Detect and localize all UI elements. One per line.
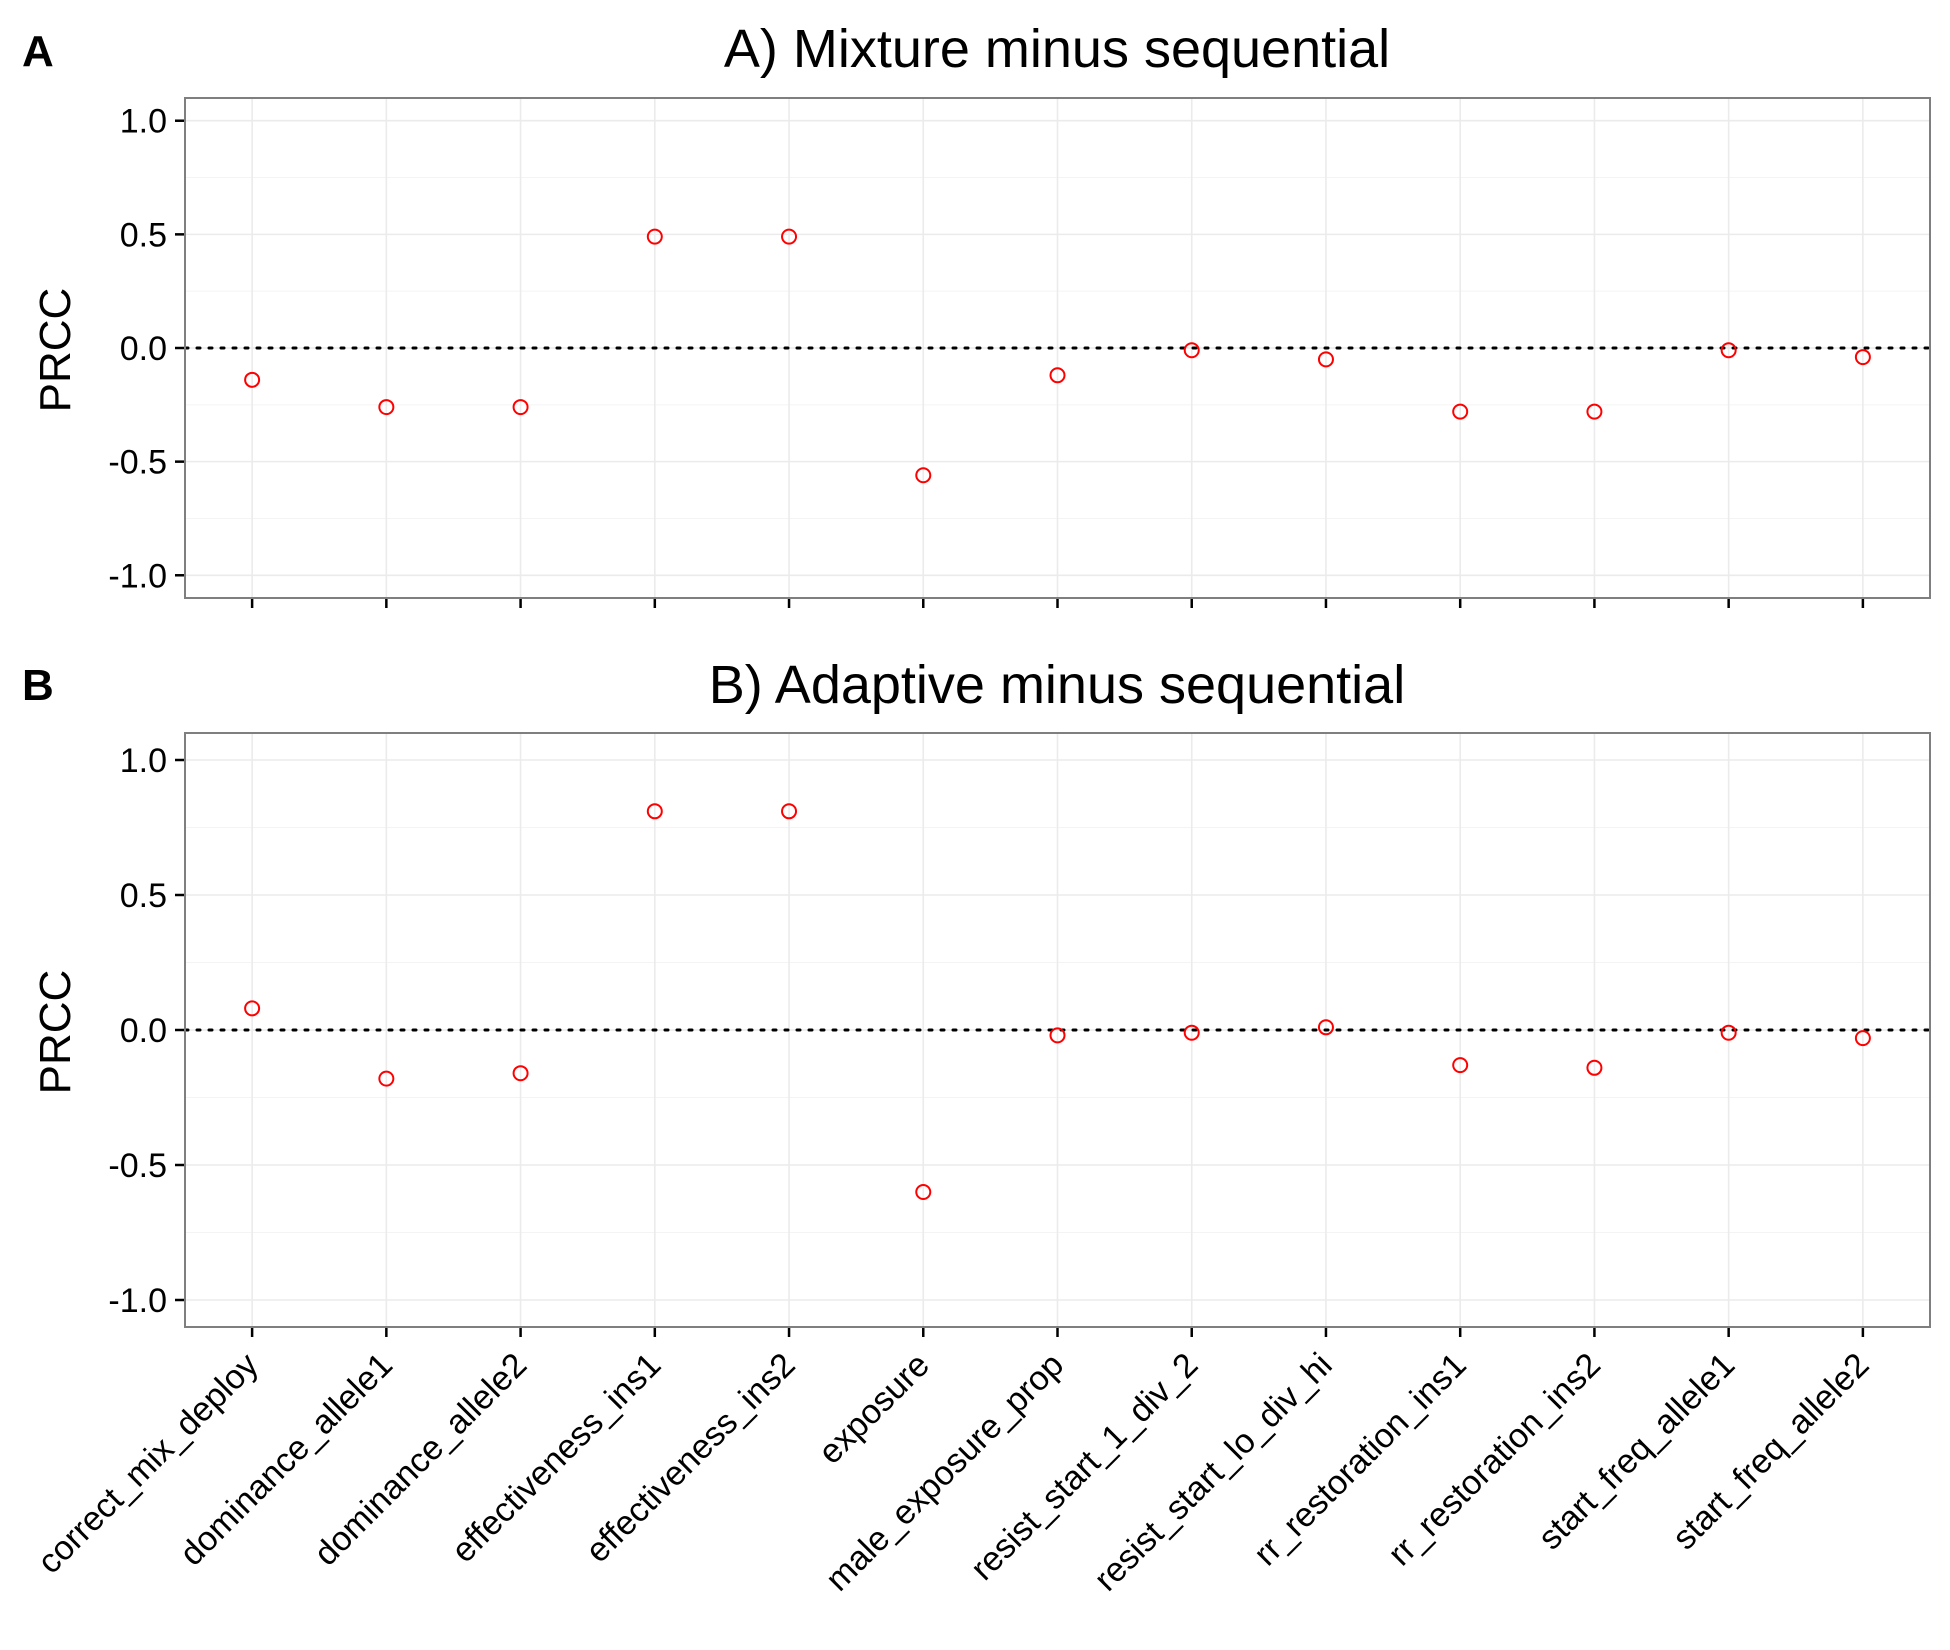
panel-b-data-point bbox=[378, 1070, 395, 1087]
panel-b-y-tick-label: 0.0 bbox=[120, 1012, 167, 1050]
panel-a-data-point bbox=[244, 371, 261, 388]
panel-a-data-point bbox=[1452, 403, 1469, 420]
panel-a-title: A) Mixture minus sequential bbox=[724, 19, 1390, 79]
panel-a: A A) Mixture minus sequential PRCC 1.0 0.… bbox=[22, 19, 1932, 608]
panel-b-y-tick-label: 1.0 bbox=[120, 742, 167, 780]
panel-b-grid bbox=[185, 733, 1930, 1327]
panel-a-data-point bbox=[1854, 349, 1871, 366]
panel-b-letter: B bbox=[22, 661, 54, 710]
panel-b-y-tick-label: -0.5 bbox=[108, 1147, 167, 1185]
panel-b-data-point bbox=[915, 1184, 932, 1200]
panel-a-data-point bbox=[646, 228, 663, 245]
panel-b-data-point bbox=[1183, 1024, 1200, 1041]
panel-a-y-tick-label: 0.0 bbox=[120, 330, 167, 368]
panel-a-y-tick-label: -1.0 bbox=[108, 557, 167, 595]
panel-b-data-point bbox=[781, 803, 798, 820]
panel-a-data-point bbox=[1720, 342, 1737, 359]
panel-a-y-tick-label: -0.5 bbox=[108, 444, 167, 482]
panel-b-y-tick-label: 0.5 bbox=[120, 877, 167, 915]
panel-a-data-point bbox=[378, 399, 395, 416]
panel-a-y-tick-label: 1.0 bbox=[120, 103, 167, 141]
panel-b-plot-border bbox=[184, 732, 1931, 1328]
panel-a-y-tick-label: 0.5 bbox=[120, 216, 167, 254]
panel-a-points bbox=[244, 228, 1871, 484]
panel-b-y-axis-label: PRCC bbox=[31, 970, 80, 1095]
panel-b-points bbox=[244, 803, 1871, 1200]
panel-b-data-point bbox=[1586, 1059, 1603, 1076]
panel-a-data-point bbox=[1183, 342, 1200, 359]
panel-b-y-tick-label: -1.0 bbox=[108, 1282, 167, 1320]
panel-a-plot-border bbox=[184, 97, 1931, 599]
panel-b-data-point bbox=[512, 1065, 529, 1082]
panel-b-y-ticks: 1.0 0.5 0.0 -0.5 -1.0 bbox=[108, 742, 185, 1320]
panel-b-data-point bbox=[646, 803, 663, 820]
panel-a-y-axis-label: PRCC bbox=[31, 288, 80, 413]
panel-b-data-point bbox=[1317, 1019, 1334, 1036]
panel-a-data-point bbox=[1317, 351, 1334, 368]
panel-b-data-point bbox=[1049, 1027, 1066, 1044]
panel-b-title: B) Adaptive minus sequential bbox=[709, 655, 1405, 715]
panel-b-data-point bbox=[1854, 1030, 1871, 1047]
panel-a-data-point bbox=[512, 399, 529, 416]
panel-a-data-point bbox=[1049, 367, 1066, 384]
panel-a-data-point bbox=[781, 228, 798, 245]
panel-a-x-ticks bbox=[250, 598, 1865, 608]
panel-a-letter: A bbox=[22, 27, 54, 76]
panel-b-data-point bbox=[1452, 1057, 1469, 1074]
panel-a-data-point bbox=[915, 467, 932, 484]
panel-a-y-ticks: 1.0 0.5 0.0 -0.5 -1.0 bbox=[108, 103, 185, 595]
panel-b-x-ticks bbox=[250, 1327, 1865, 1337]
panel-a-data-point bbox=[1586, 403, 1603, 420]
panel-b-data-point bbox=[1720, 1024, 1737, 1041]
panel-b-data-point bbox=[244, 1000, 261, 1017]
